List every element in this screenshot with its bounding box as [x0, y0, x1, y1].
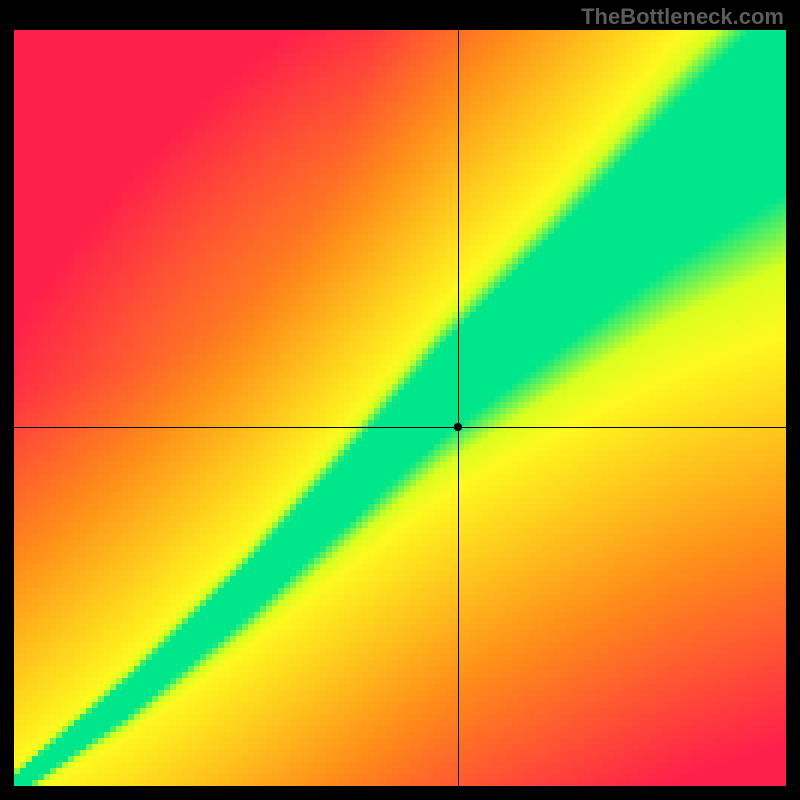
crosshair-overlay	[0, 0, 800, 800]
chart-container: { "canvas": { "width_px": 800, "height_p…	[0, 0, 800, 800]
watermark-text: TheBottleneck.com	[581, 4, 784, 30]
